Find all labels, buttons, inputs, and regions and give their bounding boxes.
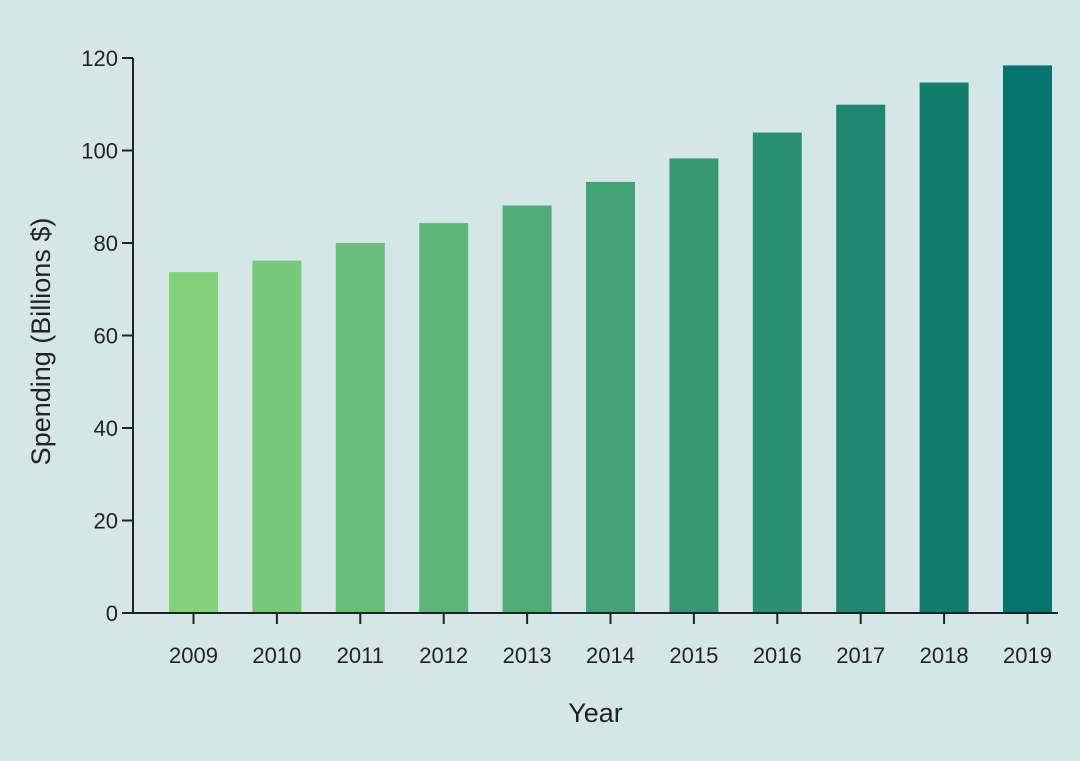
- bar-2011: [335, 243, 385, 613]
- bar-2013: [502, 205, 552, 613]
- bar-2017: [836, 104, 886, 613]
- bar-2009: [169, 272, 218, 613]
- y-tick-label: 20: [94, 509, 118, 534]
- x-tick-label: 2016: [753, 643, 802, 668]
- y-tick-label: 0: [106, 601, 118, 626]
- x-tick-label: 2010: [252, 643, 301, 668]
- x-tick-label: 2018: [920, 643, 969, 668]
- bars-group: [169, 65, 1052, 613]
- bar-2015: [669, 158, 719, 613]
- y-tick-label: 40: [94, 416, 118, 441]
- x-tick-label: 2014: [586, 643, 635, 668]
- x-tick-label: 2019: [1003, 643, 1052, 668]
- bar-2016: [752, 132, 802, 613]
- x-tick-label: 2009: [169, 643, 218, 668]
- x-tick-label: 2015: [669, 643, 718, 668]
- bar-2014: [586, 181, 635, 613]
- bar-2012: [419, 223, 469, 613]
- x-tick-label: 2011: [337, 643, 384, 668]
- y-tick-label: 100: [81, 139, 118, 164]
- bar-2010: [252, 260, 302, 613]
- x-axis-title: Year: [568, 698, 623, 728]
- y-axis-ticks: 0 20 40 60 80 100 120: [81, 46, 133, 626]
- x-axis-ticks: 2009 2010 2011 2012 2013 2014 2015 2016 2017 2018…: [169, 613, 1052, 668]
- y-axis-title: Spending (Billions $): [26, 218, 56, 466]
- x-tick-label: 2017: [836, 643, 885, 668]
- y-tick-label: 80: [94, 231, 118, 256]
- x-tick-label: 2013: [503, 643, 552, 668]
- y-tick-label: 60: [94, 324, 118, 349]
- x-tick-label: 2012: [419, 643, 468, 668]
- y-tick-label: 120: [81, 46, 118, 71]
- bar-2018: [919, 82, 969, 613]
- bar-2019: [1003, 65, 1052, 613]
